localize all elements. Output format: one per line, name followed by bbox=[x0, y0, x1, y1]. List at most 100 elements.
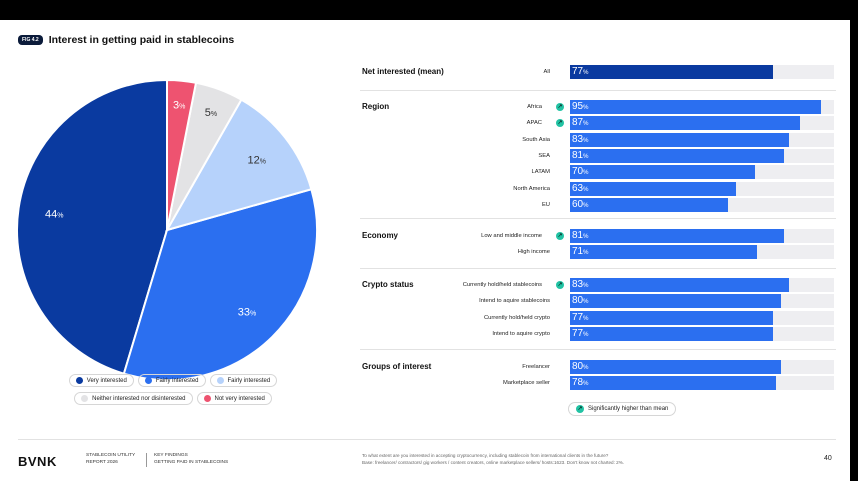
bar-track: 81% bbox=[570, 148, 834, 163]
pie-slice-very-interested bbox=[16, 78, 168, 375]
pie-slice-label: 12% bbox=[248, 155, 266, 167]
bar-row-label: South Asia bbox=[522, 136, 550, 143]
bar-track: 83% bbox=[570, 132, 834, 147]
pie-slice-not-very bbox=[166, 78, 198, 231]
bar-value-label: 80% bbox=[572, 361, 589, 372]
footer-divider bbox=[18, 439, 836, 440]
pie-slice-label: 44% bbox=[45, 208, 63, 220]
bar-value-label: 83% bbox=[572, 133, 589, 145]
pie-slice-fairly-interested bbox=[122, 187, 318, 380]
legend-swatch bbox=[216, 377, 224, 384]
section-divider bbox=[360, 349, 836, 350]
bar-value-label: 95% bbox=[572, 101, 589, 112]
bar-value-label: 81% bbox=[572, 149, 589, 161]
legend-label: Fairly interested bbox=[155, 377, 199, 384]
legend-label: Not very interested bbox=[214, 395, 265, 402]
bar-value-label: 63% bbox=[572, 182, 589, 194]
bar: 95% bbox=[570, 100, 821, 114]
report-page: FIG 4.2 Interest in getting paid in stab… bbox=[0, 20, 850, 481]
bar-track: 87% bbox=[570, 116, 834, 131]
legend-item: Fairly interested bbox=[209, 374, 278, 387]
report-name-line2: REPORT 2026 bbox=[86, 459, 118, 465]
bar-track: 77% bbox=[570, 326, 834, 341]
bar-row-label: All bbox=[543, 69, 550, 75]
footnote: To what extent are you interested in acc… bbox=[362, 453, 762, 466]
report-name: STABLECOIN UTILITY REPORT 2026 bbox=[86, 453, 135, 466]
legend-item: Fairly interested bbox=[137, 374, 206, 387]
arrow-up-right-icon: ↗ bbox=[556, 103, 564, 111]
bar: 77% bbox=[570, 65, 774, 79]
arrow-up-right-icon: ↗ bbox=[556, 281, 564, 289]
group-title: Region bbox=[362, 102, 390, 111]
bar: 70% bbox=[570, 165, 755, 180]
bar-track: 83% bbox=[570, 278, 834, 292]
bar: 77% bbox=[570, 310, 774, 325]
arrow-up-right-icon: ↗ bbox=[576, 405, 584, 413]
section-name: KEY FINDINGS GETTING PAID IN STABLECOINS bbox=[154, 453, 228, 466]
bar-row-label: North America bbox=[513, 185, 550, 192]
legend-swatch bbox=[75, 377, 83, 384]
bar-row-label: APAC bbox=[526, 120, 542, 127]
bar: 83% bbox=[570, 278, 790, 292]
bar: 77% bbox=[570, 326, 774, 341]
bar: 78% bbox=[570, 376, 776, 391]
bar: 83% bbox=[570, 132, 790, 147]
significance-legend: ↗ Significantly higher than mean bbox=[568, 402, 677, 416]
bar: 71% bbox=[570, 245, 758, 260]
pie-slice-label: 3% bbox=[173, 100, 185, 112]
group-title: Crypto status bbox=[362, 280, 414, 289]
footnote-base: Base: freelancer/ contractors/ gig worke… bbox=[362, 459, 625, 465]
significance-legend-label: Significantly higher than mean bbox=[588, 406, 669, 412]
section-divider bbox=[360, 90, 836, 91]
bar-row-label: Freelancer bbox=[522, 364, 550, 370]
bar-track: 81% bbox=[570, 229, 834, 243]
bar: 80% bbox=[570, 294, 782, 309]
pie-slice-label: 33% bbox=[238, 306, 256, 318]
bar-row-label: Africa bbox=[527, 104, 542, 110]
bar: 80% bbox=[570, 360, 782, 374]
pie-chart: 44% 33% 12% 5% 3% bbox=[16, 78, 318, 380]
footnote-question: To what extent are you interested in acc… bbox=[362, 453, 609, 458]
bar-value-label: 87% bbox=[572, 117, 589, 129]
bar-track: 63% bbox=[570, 181, 834, 196]
bar: 63% bbox=[570, 181, 737, 196]
footer-vertical-divider bbox=[146, 453, 147, 467]
bar-value-label: 78% bbox=[572, 377, 589, 389]
legend-item: Neither interested nor disinterested bbox=[74, 392, 193, 405]
section-divider bbox=[360, 268, 836, 269]
bar-value-label: 77% bbox=[572, 311, 589, 323]
bar-row-label: Currently hold/held stablecoins bbox=[462, 282, 542, 288]
brand-logo: BVNK bbox=[18, 454, 57, 469]
group-title: Economy bbox=[362, 231, 399, 240]
bar-track: 80% bbox=[570, 294, 834, 309]
bar-track: 71% bbox=[570, 245, 834, 260]
pie-slice-fairly-interested-light bbox=[164, 98, 313, 232]
page-number: 40 bbox=[824, 455, 832, 462]
legend-swatch bbox=[203, 395, 211, 402]
bar: 81% bbox=[570, 229, 784, 243]
pie-slice-label: 5% bbox=[205, 107, 217, 119]
arrow-up-right-icon: ↗ bbox=[556, 119, 564, 128]
legend-swatch bbox=[81, 395, 89, 402]
group-title: Groups of interest bbox=[362, 362, 432, 371]
legend-swatch bbox=[144, 377, 152, 384]
bar-value-label: 83% bbox=[572, 279, 589, 290]
legend-label: Neither interested nor disinterested bbox=[92, 395, 186, 402]
bar-row-label: High income bbox=[517, 249, 550, 256]
bar-value-label: 81% bbox=[572, 230, 589, 241]
section-name-line2: GETTING PAID IN STABLECOINS bbox=[154, 459, 229, 465]
bar-row-label: Intend to aquire stablecoins bbox=[479, 298, 550, 305]
legend-item: Very interested bbox=[68, 374, 134, 387]
section-divider bbox=[360, 218, 836, 219]
bar-row-label: Currently hold/held crypto bbox=[483, 314, 550, 321]
bar-track: 80% bbox=[570, 360, 834, 374]
legend-label: Very interested bbox=[86, 377, 127, 384]
bar-track: 60% bbox=[570, 197, 834, 212]
bar-row-label: SEA bbox=[538, 152, 550, 159]
bar-value-label: 77% bbox=[572, 327, 589, 339]
bar-row-label: Low and middle income bbox=[481, 233, 542, 239]
bar-value-label: 77% bbox=[572, 66, 589, 77]
bar-track: 77% bbox=[570, 65, 834, 79]
section-name-line1: KEY FINDINGS bbox=[154, 453, 188, 458]
bar-track: 77% bbox=[570, 310, 834, 325]
